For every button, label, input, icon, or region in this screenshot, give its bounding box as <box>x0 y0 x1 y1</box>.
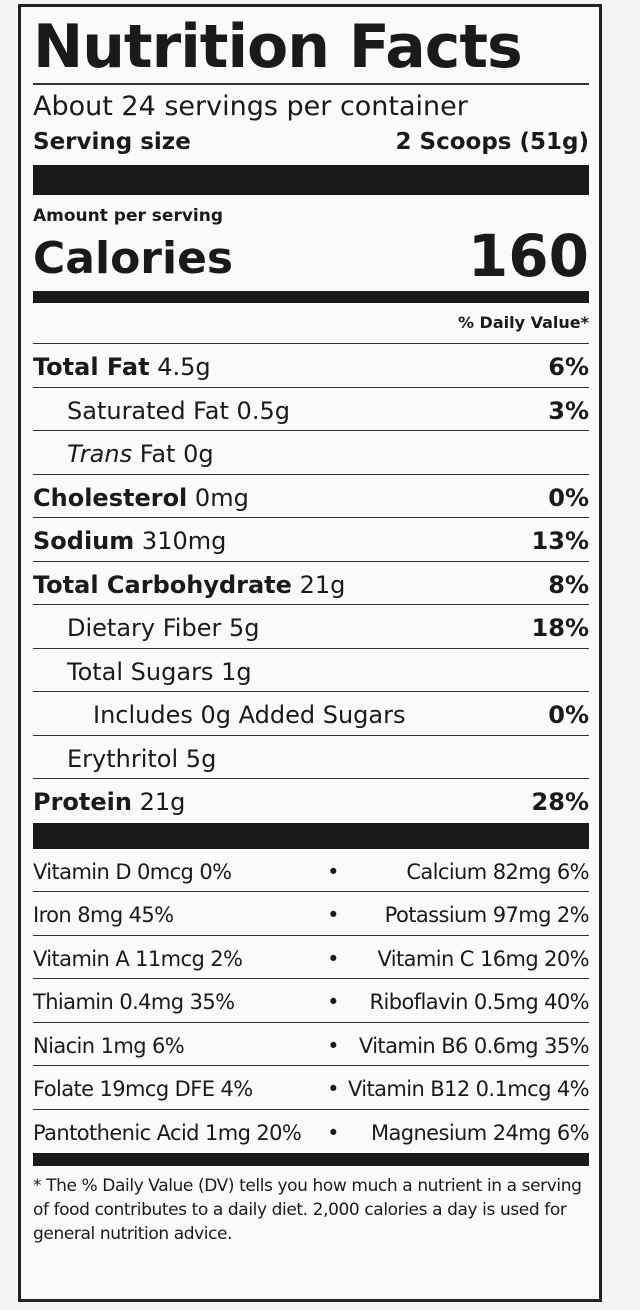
separator-dot: • <box>327 903 339 928</box>
vitamin-left: Niacin 1mg 6% <box>33 1033 185 1058</box>
nutrient-amount: 5g <box>228 614 260 642</box>
nutrient-name: Trans <box>67 440 133 468</box>
vitamin-row: Vitamin D 0mcg 0% • Calcium 82mg 6% <box>33 849 590 892</box>
vitamin-left: Vitamin A 11mcg 2% <box>33 946 243 971</box>
separator-dot: • <box>327 1033 339 1058</box>
separator-dot: • <box>327 1077 339 1102</box>
vitamin-right: Potassium 97mg 2% <box>384 903 590 928</box>
nutrient-dv: 0% <box>548 483 589 512</box>
nutrient-row: Total Carbohydrate 21g 8% <box>33 562 589 605</box>
serving-size-value: 2 Scoops (51g) <box>395 129 589 155</box>
divider-medium <box>33 291 589 303</box>
nutrient-name: Dietary Fiber <box>67 614 222 642</box>
separator-dot: • <box>327 859 339 884</box>
nutrient-dv: 3% <box>548 396 589 425</box>
nutrient-amount: 5g <box>185 744 217 773</box>
nutrient-row: Erythritol 5g <box>33 736 589 779</box>
nutrient-amount: 0g <box>183 440 214 468</box>
vitamin-row: Pantothenic Acid 1mg 20% • Magnesium 24mg … <box>33 1110 590 1154</box>
divider-thick <box>33 822 589 849</box>
nutrient-amount: 0.5g <box>236 396 290 425</box>
nutrient-amount: 21g <box>139 788 186 816</box>
nutrient-amount: 4.5g <box>157 353 211 381</box>
servings-per-container: About 24 servings per container <box>33 91 468 122</box>
nutrient-dv: 18% <box>531 614 589 642</box>
vitamin-left: Thiamin 0.4mg 35% <box>33 990 235 1015</box>
nutrient-row: Dietary Fiber 5g 18% <box>33 605 589 649</box>
calories-row: Calories 160 <box>33 225 589 287</box>
label-title: Nutrition Facts <box>33 7 589 85</box>
nutrient-row: Saturated Fat 0.5g 3% <box>33 388 589 431</box>
nutrient-dv: 6% <box>548 353 589 381</box>
nutrient-name: Cholesterol <box>33 483 188 512</box>
nutrient-name: Total Carbohydrate <box>33 570 292 599</box>
vitamin-left: Vitamin D 0mcg 0% <box>33 859 232 884</box>
vitamin-right: Riboflavin 0.5mg 40% <box>369 990 590 1015</box>
nutrient-dv: 8% <box>548 570 589 599</box>
divider-medium <box>33 1153 589 1166</box>
serving-size-row: Serving size 2 Scoops (51g) <box>33 125 589 159</box>
nutrient-name: Erythritol <box>67 744 179 773</box>
vitamin-right: Vitamin B12 0.1mcg 4% <box>347 1077 590 1102</box>
nutrient-name: Protein <box>33 788 132 816</box>
vitamin-row: Vitamin A 11mcg 2% • Vitamin C 16mg 20% <box>33 936 590 979</box>
nutrient-dv: 13% <box>531 527 589 555</box>
separator-dot: • <box>327 946 339 971</box>
vitamin-row: Iron 8mg 45% • Potassium 97mg 2% <box>33 892 590 936</box>
nutrient-amount: 21g <box>299 570 346 599</box>
nutrient-row: Cholesterol 0mg 0% <box>33 475 589 518</box>
nutrient-row: Total Sugars 1g <box>33 649 589 692</box>
nutrient-name: Includes 0g Added Sugars <box>93 701 406 729</box>
nutrient-amount: 310mg <box>141 527 227 555</box>
vitamin-left: Pantothenic Acid 1mg 20% <box>33 1121 302 1146</box>
nutrient-amount: 0mg <box>194 483 249 512</box>
calories-value: 160 <box>467 222 589 290</box>
separator-dot: • <box>327 1121 339 1146</box>
nutrient-name: Saturated Fat <box>67 396 229 425</box>
nutrient-amount: 1g <box>221 657 252 686</box>
vitamin-right: Vitamin B6 0.6mg 35% <box>358 1033 590 1058</box>
calories-label: Calories <box>33 233 234 284</box>
vitamin-right: Vitamin C 16mg 20% <box>377 946 589 971</box>
vitamin-left: Folate 19mcg DFE 4% <box>33 1077 253 1102</box>
vitamin-row: Thiamin 0.4mg 35% • Riboflavin 0.5mg 40% <box>33 979 590 1023</box>
vitamin-row: Folate 19mcg DFE 4% • Vitamin B12 0.1mcg 4… <box>33 1066 590 1110</box>
nutrient-row: Protein 21g 28% <box>33 779 589 823</box>
nutrient-row: Trans Fat 0g <box>33 431 589 475</box>
nutrient-dv: 0% <box>548 701 589 729</box>
nutrient-row: Total Fat 4.5g 6% <box>33 344 589 388</box>
amount-per-serving: Amount per serving <box>33 206 224 226</box>
vitamin-right: Calcium 82mg 6% <box>406 859 589 884</box>
nutrient-row: Includes 0g Added Sugars 0% <box>33 692 589 736</box>
separator-dot: • <box>327 990 339 1015</box>
nutrient-name-rest: Fat <box>139 440 176 468</box>
footnote: * The % Daily Value (DV) tells you how m… <box>33 1176 582 1244</box>
nutrient-name: Sodium <box>33 527 135 555</box>
vitamin-row: Niacin 1mg 6% • Vitamin B6 0.6mg 35% <box>33 1023 590 1066</box>
divider-thick <box>33 165 589 195</box>
nutrient-dv: 28% <box>531 788 589 816</box>
nutrient-name: Total Fat <box>33 353 150 381</box>
nutrition-facts-label: Nutrition Facts About 24 servings per co… <box>18 4 602 1302</box>
nutrient-row: Sodium 310mg 13% <box>33 518 589 562</box>
vitamin-right: Magnesium 24mg 6% <box>370 1121 590 1146</box>
daily-value-header: % Daily Value* <box>33 303 589 344</box>
vitamin-left: Iron 8mg 45% <box>33 903 174 928</box>
serving-size-label: Serving size <box>33 129 191 155</box>
nutrient-name: Total Sugars <box>67 657 214 686</box>
